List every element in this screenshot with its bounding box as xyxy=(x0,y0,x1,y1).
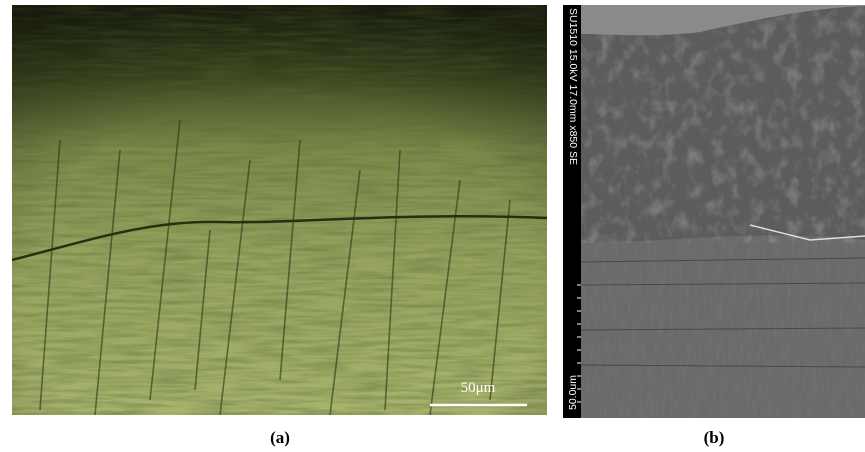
instrument-info: SU1510 15.0kV 17.0mm x850 SE xyxy=(567,8,579,165)
micrograph-a xyxy=(12,5,547,415)
figure: 50μm SU1510 15.0kV 17.0mm x850 SE 50.0um… xyxy=(0,0,865,452)
scale-bar-label: 50μm xyxy=(461,380,496,396)
scale-label: 50.0um xyxy=(567,375,579,410)
panel-label: (a) xyxy=(270,428,290,447)
micrograph-b xyxy=(581,5,865,418)
panel-label: (b) xyxy=(704,428,725,447)
